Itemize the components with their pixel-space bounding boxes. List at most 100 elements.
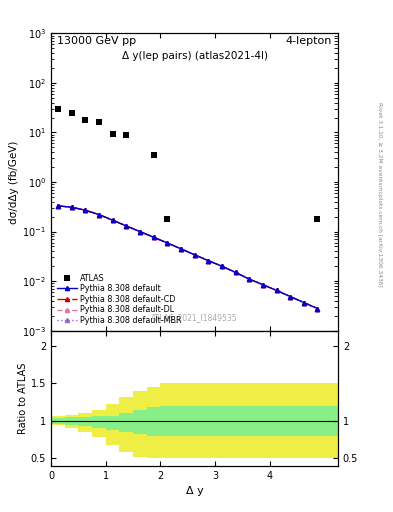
Line: ATLAS: ATLAS <box>55 105 321 222</box>
ATLAS <box>83 117 88 123</box>
Pythia 8.308 default-CD <box>165 240 169 246</box>
Pythia 8.308 default-DL <box>192 252 197 258</box>
Pythia 8.308 default-CD <box>274 287 279 293</box>
Pythia 8.308 default-DL <box>220 263 224 269</box>
Line: Pythia 8.308 default-DL: Pythia 8.308 default-DL <box>56 204 320 311</box>
Pythia 8.308 default-DL <box>69 204 74 210</box>
Pythia 8.308 default-MBR <box>55 203 60 209</box>
Pythia 8.308 default-DL <box>178 246 183 252</box>
Pythia 8.308 default-CD <box>69 204 74 210</box>
ATLAS <box>97 119 101 125</box>
Pythia 8.308 default-CD <box>97 211 101 218</box>
Pythia 8.308 default <box>110 217 115 223</box>
Pythia 8.308 default-DL <box>55 203 60 209</box>
Pythia 8.308 default-MBR <box>165 240 169 246</box>
Pythia 8.308 default-MBR <box>124 223 129 229</box>
Pythia 8.308 default-MBR <box>220 263 224 269</box>
Text: mcplots.cern.ch [arXiv:1306.3436]: mcplots.cern.ch [arXiv:1306.3436] <box>377 185 382 286</box>
Pythia 8.308 default <box>261 282 265 288</box>
Pythia 8.308 default-DL <box>138 228 142 234</box>
ATLAS <box>124 132 129 138</box>
Pythia 8.308 default-MBR <box>110 217 115 223</box>
Pythia 8.308 default-DL <box>315 306 320 312</box>
Pythia 8.308 default-DL <box>233 269 238 275</box>
Pythia 8.308 default-CD <box>220 263 224 269</box>
Pythia 8.308 default-DL <box>206 258 211 264</box>
Pythia 8.308 default-CD <box>261 282 265 288</box>
Pythia 8.308 default-DL <box>83 207 88 214</box>
Pythia 8.308 default <box>301 300 306 306</box>
Pythia 8.308 default <box>315 306 320 312</box>
Pythia 8.308 default <box>206 258 211 264</box>
Pythia 8.308 default-MBR <box>97 211 101 218</box>
Pythia 8.308 default-CD <box>233 269 238 275</box>
Pythia 8.308 default-CD <box>247 276 252 282</box>
Pythia 8.308 default-DL <box>247 276 252 282</box>
Pythia 8.308 default-CD <box>151 234 156 240</box>
Text: Rivet 3.1.10, ≥ 3.2M events: Rivet 3.1.10, ≥ 3.2M events <box>377 102 382 185</box>
Pythia 8.308 default <box>83 207 88 214</box>
Pythia 8.308 default <box>178 246 183 252</box>
Pythia 8.308 default <box>220 263 224 269</box>
Legend: ATLAS, Pythia 8.308 default, Pythia 8.308 default-CD, Pythia 8.308 default-DL, P: ATLAS, Pythia 8.308 default, Pythia 8.30… <box>55 272 183 327</box>
Pythia 8.308 default-CD <box>206 258 211 264</box>
Pythia 8.308 default-MBR <box>69 204 74 210</box>
Pythia 8.308 default-DL <box>301 300 306 306</box>
Text: 4-lepton: 4-lepton <box>286 36 332 46</box>
Pythia 8.308 default <box>274 287 279 293</box>
Line: Pythia 8.308 default-CD: Pythia 8.308 default-CD <box>56 204 320 311</box>
Pythia 8.308 default <box>233 269 238 275</box>
Line: Pythia 8.308 default: Pythia 8.308 default <box>56 204 320 311</box>
Pythia 8.308 default <box>165 240 169 246</box>
Pythia 8.308 default <box>124 223 129 229</box>
Text: ATLAS_2021_I1849535: ATLAS_2021_I1849535 <box>151 313 238 322</box>
Pythia 8.308 default-DL <box>151 234 156 240</box>
Pythia 8.308 default-MBR <box>151 234 156 240</box>
Pythia 8.308 default-CD <box>55 203 60 209</box>
Pythia 8.308 default-DL <box>124 223 129 229</box>
Pythia 8.308 default <box>247 276 252 282</box>
Pythia 8.308 default-MBR <box>206 258 211 264</box>
Pythia 8.308 default-CD <box>124 223 129 229</box>
Pythia 8.308 default-MBR <box>274 287 279 293</box>
Line: Pythia 8.308 default-MBR: Pythia 8.308 default-MBR <box>56 204 320 311</box>
Text: Δ y(lep pairs) (atlas2021-4l): Δ y(lep pairs) (atlas2021-4l) <box>121 51 268 61</box>
Pythia 8.308 default <box>151 234 156 240</box>
ATLAS <box>110 131 115 137</box>
Pythia 8.308 default-CD <box>192 252 197 258</box>
Pythia 8.308 default-MBR <box>261 282 265 288</box>
ATLAS <box>315 216 320 222</box>
Pythia 8.308 default <box>97 211 101 218</box>
Pythia 8.308 default-MBR <box>233 269 238 275</box>
Pythia 8.308 default-CD <box>315 306 320 312</box>
Pythia 8.308 default <box>55 203 60 209</box>
Pythia 8.308 default <box>288 293 292 300</box>
Pythia 8.308 default-MBR <box>178 246 183 252</box>
Y-axis label: dσ/dΔy (fb/GeV): dσ/dΔy (fb/GeV) <box>9 140 20 224</box>
ATLAS <box>55 105 60 112</box>
X-axis label: Δ y: Δ y <box>185 486 204 496</box>
ATLAS <box>69 110 74 116</box>
ATLAS <box>165 216 169 222</box>
Pythia 8.308 default-MBR <box>83 207 88 214</box>
Pythia 8.308 default-MBR <box>247 276 252 282</box>
Pythia 8.308 default-DL <box>97 211 101 218</box>
ATLAS <box>151 152 156 158</box>
Pythia 8.308 default-DL <box>274 287 279 293</box>
Pythia 8.308 default <box>192 252 197 258</box>
Pythia 8.308 default-CD <box>301 300 306 306</box>
Pythia 8.308 default-CD <box>288 293 292 300</box>
Pythia 8.308 default-MBR <box>192 252 197 258</box>
Pythia 8.308 default-MBR <box>138 228 142 234</box>
Pythia 8.308 default-CD <box>178 246 183 252</box>
Pythia 8.308 default-DL <box>261 282 265 288</box>
Text: 13000 GeV pp: 13000 GeV pp <box>57 36 136 46</box>
Pythia 8.308 default-CD <box>138 228 142 234</box>
Pythia 8.308 default-CD <box>83 207 88 214</box>
Pythia 8.308 default-MBR <box>288 293 292 300</box>
Pythia 8.308 default-DL <box>165 240 169 246</box>
Pythia 8.308 default-DL <box>288 293 292 300</box>
Pythia 8.308 default <box>69 204 74 210</box>
Pythia 8.308 default-MBR <box>301 300 306 306</box>
Pythia 8.308 default-CD <box>110 217 115 223</box>
